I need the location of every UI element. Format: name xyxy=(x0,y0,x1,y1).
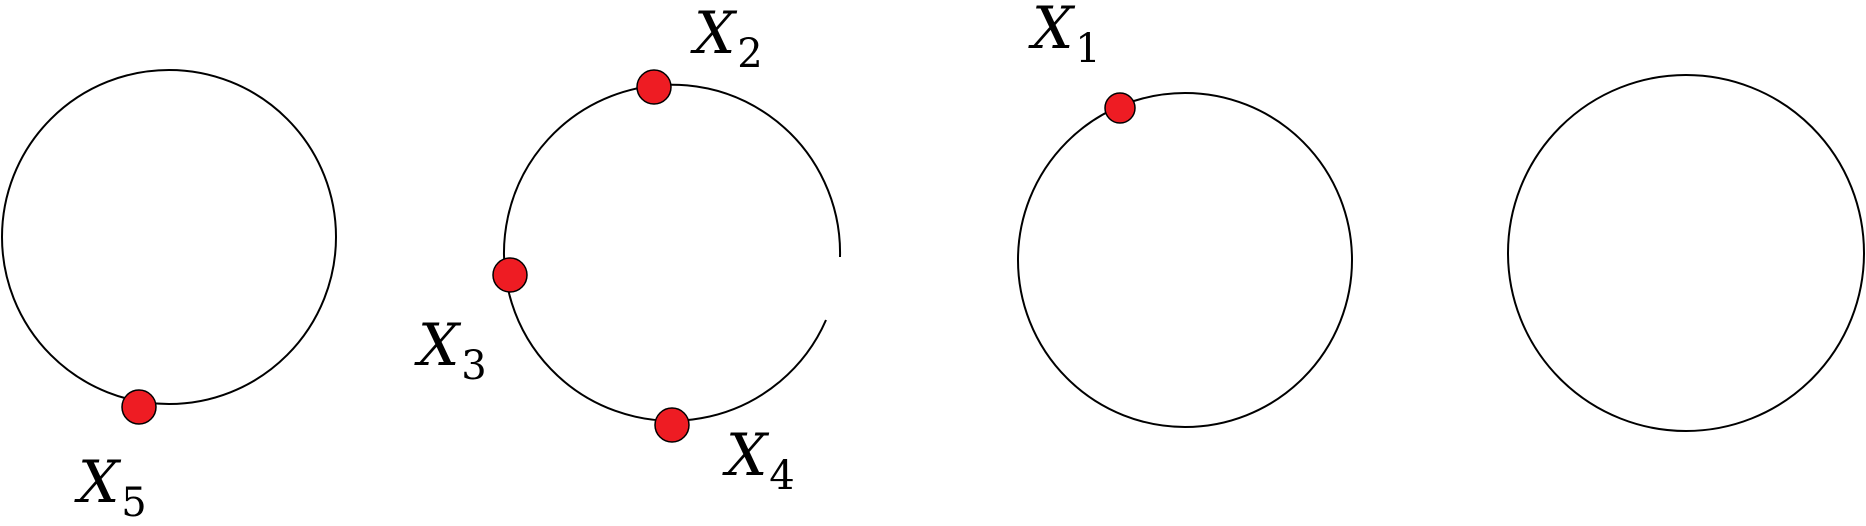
label-x2-subscript: 2 xyxy=(737,31,762,77)
label-x5-subscript: 5 xyxy=(121,480,146,526)
label-x4-subscript: 4 xyxy=(769,453,794,499)
label-x4-letter: X xyxy=(722,421,770,489)
circle-1 xyxy=(1,69,337,405)
label-x3-letter: X xyxy=(414,311,462,379)
label-x2-letter: X xyxy=(690,0,738,67)
label-x3-subscript: 3 xyxy=(461,343,486,389)
label-x2: X2 xyxy=(690,0,763,77)
circle-4 xyxy=(1507,74,1865,432)
point-x5 xyxy=(121,389,157,425)
label-x3: X3 xyxy=(414,311,487,389)
point-x3 xyxy=(492,257,528,293)
label-x1: X1 xyxy=(1028,0,1101,72)
label-x5-letter: X xyxy=(74,448,122,516)
label-x4: X4 xyxy=(722,421,795,499)
label-x5: X5 xyxy=(74,448,147,526)
label-x1-letter: X xyxy=(1028,0,1076,62)
point-x4 xyxy=(654,407,690,443)
point-x1 xyxy=(1104,92,1136,124)
point-x2 xyxy=(636,69,672,105)
circle-2 xyxy=(503,83,842,422)
circle-3 xyxy=(1017,92,1353,428)
label-x1-subscript: 1 xyxy=(1075,26,1100,72)
